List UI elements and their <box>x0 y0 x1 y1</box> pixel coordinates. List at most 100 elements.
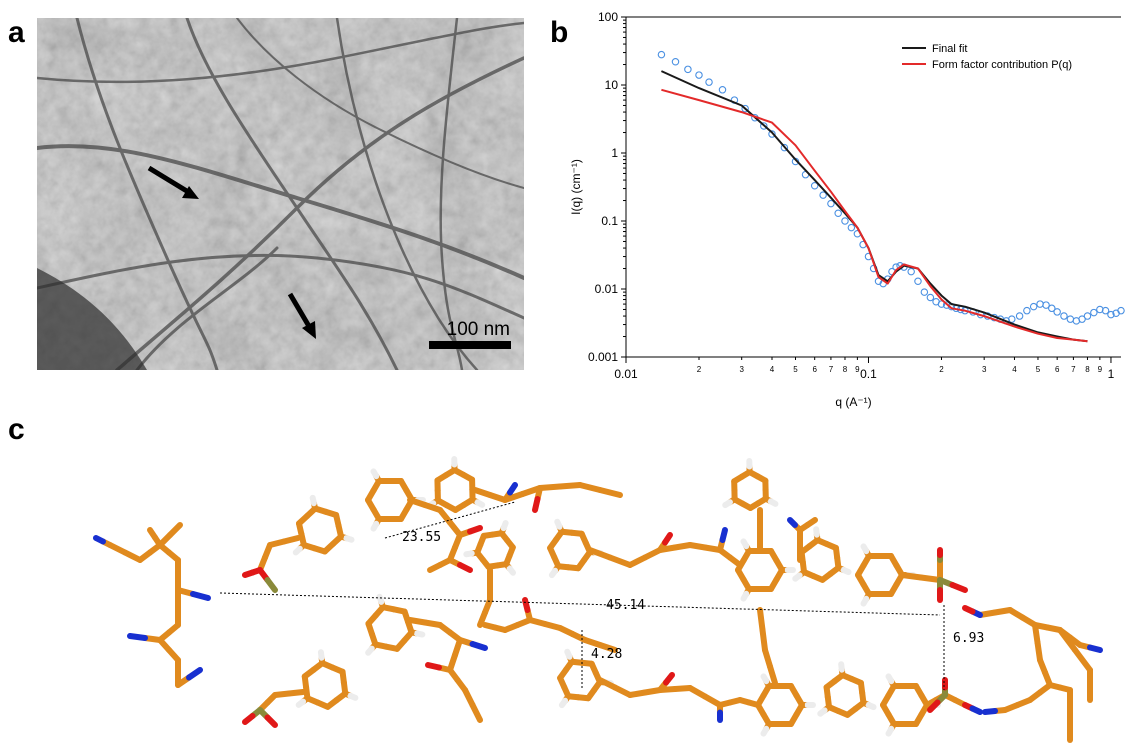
x-tick-label: 0.1 <box>860 367 877 381</box>
data-point <box>1078 315 1086 323</box>
bond <box>607 554 633 568</box>
distance-label-1: 23.55 <box>402 530 441 545</box>
data-point <box>741 104 749 113</box>
bond <box>597 642 618 653</box>
bond <box>506 565 517 576</box>
data-point <box>810 181 819 190</box>
y-tick-label: 0.001 <box>588 350 618 364</box>
bond <box>787 517 798 528</box>
bond <box>503 552 513 568</box>
distance-line-2 <box>219 592 941 616</box>
bond <box>292 545 303 556</box>
chart-legend: Final fit Form factor contribution P(q) <box>902 43 1072 71</box>
fibres <box>37 18 524 370</box>
data-point <box>705 78 713 86</box>
bond <box>793 692 805 708</box>
bond <box>597 487 623 498</box>
data-point <box>937 300 946 308</box>
y-tick-label: 1 <box>611 146 618 160</box>
x-minor-tick-label: 6 <box>812 365 817 374</box>
bond <box>376 593 385 605</box>
data-point <box>718 86 727 94</box>
x-minor-tick-label: 6 <box>1055 365 1060 374</box>
bond <box>719 527 728 543</box>
bond <box>982 708 998 715</box>
bond <box>548 567 559 579</box>
data-point <box>684 65 692 74</box>
panel-a-label: a <box>8 16 25 49</box>
x-minor-tick-label: 9 <box>1098 365 1103 374</box>
bond <box>760 673 770 685</box>
bond <box>859 689 867 706</box>
bond <box>817 707 828 717</box>
bond <box>309 494 317 507</box>
data-point <box>1066 315 1075 323</box>
bond <box>413 630 426 638</box>
x-minor-tick-label: 2 <box>697 365 702 374</box>
y-tick-label: 0.1 <box>601 214 618 228</box>
bond <box>264 577 278 593</box>
x-minor-tick-label: 8 <box>843 365 848 374</box>
bond <box>340 679 349 697</box>
bond <box>317 649 325 661</box>
y-tick-label: 10 <box>605 78 619 92</box>
bond <box>860 543 870 555</box>
data-point <box>1023 306 1031 315</box>
bond <box>295 698 307 708</box>
bond <box>474 499 486 508</box>
bond <box>792 572 803 582</box>
x-minor-tick-label: 2 <box>939 365 944 374</box>
bond <box>840 566 852 576</box>
panel-c-label: c <box>8 413 25 446</box>
bond <box>425 662 442 671</box>
y-tick-label: 100 <box>598 10 618 24</box>
x-minor-tick-label: 3 <box>982 365 987 374</box>
legend-entry: Form factor contribution P(q) <box>932 59 1072 71</box>
tem-image <box>37 18 524 370</box>
panel-b-label: b <box>550 16 569 49</box>
bond <box>554 518 563 530</box>
bond <box>899 572 924 581</box>
bond <box>865 701 877 711</box>
data-point <box>926 293 935 302</box>
bond <box>564 648 573 660</box>
x-minor-tick-label: 8 <box>1085 365 1090 374</box>
data-point <box>834 209 842 218</box>
bond <box>949 582 968 593</box>
x-minor-tick-label: 7 <box>829 365 834 374</box>
data-point <box>671 57 680 66</box>
bond <box>264 714 278 728</box>
data-point <box>827 199 835 208</box>
data-point <box>1048 304 1056 313</box>
data-point <box>768 130 776 138</box>
bond <box>969 705 983 715</box>
arrow-icon <box>147 165 199 199</box>
bond <box>860 595 870 607</box>
bond <box>757 607 766 633</box>
bond <box>500 520 509 532</box>
data-point <box>907 267 915 276</box>
bond <box>760 725 770 737</box>
data-point <box>819 191 827 199</box>
bond <box>507 482 518 496</box>
bond <box>463 550 475 558</box>
data-point <box>1015 312 1024 320</box>
distance-label-4: 6.93 <box>953 631 984 646</box>
data-point <box>1107 310 1115 319</box>
bond <box>662 532 673 546</box>
legend-entry: Final fit <box>932 43 967 55</box>
scale-bar <box>429 341 511 349</box>
bond <box>335 522 345 540</box>
bond <box>746 699 761 708</box>
bond <box>813 526 820 538</box>
y-axis-title: I(q) (cm⁻¹) <box>569 159 583 215</box>
bond <box>740 538 750 550</box>
data-point <box>1060 312 1068 320</box>
bond <box>469 702 483 723</box>
bond <box>477 609 488 628</box>
bond <box>577 482 603 493</box>
bond <box>469 641 488 651</box>
bond <box>190 591 211 601</box>
bond <box>427 562 443 573</box>
